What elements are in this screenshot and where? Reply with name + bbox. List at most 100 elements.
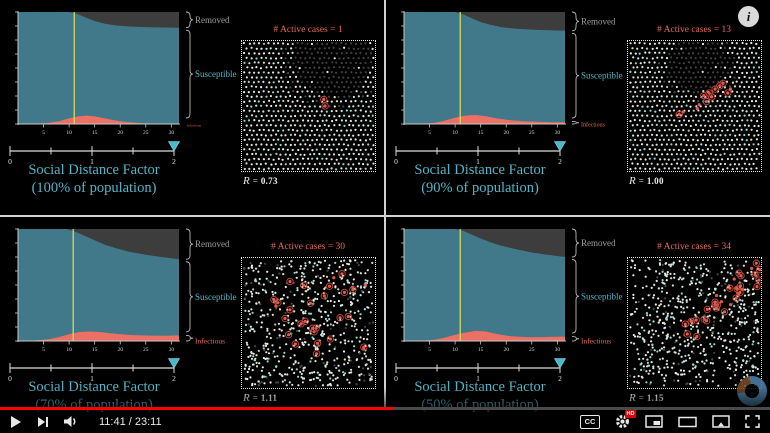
brace-label-susceptible: Susceptible [581,291,623,301]
r-value: 1.00 [646,176,664,186]
population-scatter-box [627,40,762,172]
x-axis-tick: 5 [428,130,431,136]
video-progress-bar[interactable] [0,407,770,410]
brace-label-removed: Removed [581,238,616,248]
social-distance-slider[interactable]: 0 1 2 [8,356,190,385]
play-on-tv-icon [712,415,730,428]
brace-label-infectious: Infectious [581,337,611,346]
population-dots [628,41,761,171]
x-axis-tick: 15 [478,130,484,136]
brace-label-removed: Removed [195,15,230,25]
miniplayer-icon [645,415,663,428]
x-axis-tick: 25 [529,130,535,136]
controls-gradient [0,387,770,433]
social-distance-slider[interactable]: 0 1 2 [394,139,576,168]
r-value: 0.73 [260,176,278,186]
slider-tick-label: 0 [394,374,398,383]
fullscreen-icon [745,415,760,428]
slider-tick-label: 2 [172,374,176,383]
slider-handle[interactable] [167,358,181,369]
x-axis-tick: 20 [503,347,509,353]
active-cases-label: # Active cases = 1 [273,25,343,35]
gear-icon [616,415,629,428]
slider-tick-label: 1 [90,374,94,383]
social-distance-slider[interactable]: 0 1 2 [8,139,190,168]
video-info-button[interactable]: i [738,6,759,27]
time-display: 11:41 / 23:11 [99,415,162,428]
social-distance-slider[interactable]: 0 1 2 [394,356,576,385]
theater-icon [678,416,697,427]
population-dots [243,259,374,387]
controls-right: CC HD [580,410,760,429]
x-axis-tick: 15 [92,347,98,353]
x-axis-tick: 20 [117,130,123,136]
quadrant-divider-vertical [384,0,386,410]
x-axis-tick: 15 [478,347,484,353]
population-scatter-box [241,257,376,389]
sir-area-chart: 5 10 15 20 25 30 Removed Susceptible Infectious [15,11,237,136]
brace-label-removed: Removed [581,16,616,26]
slider-tick-label: 1 [90,157,94,166]
miniplayer-button[interactable] [645,415,663,428]
brace-label-susceptible: Susceptible [195,292,237,302]
slider-tick-label: 1 [476,374,480,383]
r-value-line: R = 0.73 [243,175,278,187]
x-axis-tick: 30 [169,347,175,353]
r-symbol: R [243,175,250,187]
population-dots [242,41,375,171]
x-axis-tick: 20 [503,130,509,136]
r-equals: = [252,176,258,186]
slider-tick-label: 2 [558,157,562,166]
sir-area-chart: 5 10 15 20 25 30 Removed Susceptible Infectious [401,11,623,136]
x-axis-tick: 25 [143,347,149,353]
hd-quality-badge: HD [625,410,636,418]
progress-played [0,407,393,410]
slider-handle[interactable] [167,141,181,152]
sir-area-chart: 5 10 15 20 25 30 Removed Susceptible Infectious [15,228,237,353]
brace-label-susceptible: Susceptible [581,71,623,81]
brace-label-susceptible: Susceptible [195,69,237,79]
cc-icon: CC [584,417,596,426]
active-cases-label: # Active cases = 13 [657,25,731,35]
x-axis-tick: 30 [169,130,175,136]
theater-mode-button[interactable] [678,416,697,428]
active-cases-label: # Active cases = 30 [271,242,345,252]
x-axis-tick: 5 [42,130,45,136]
brace-label-infectious: Infectious [581,122,606,129]
brace-label-removed: Removed [195,239,230,249]
play-on-tv-button[interactable] [712,415,730,428]
volume-icon [64,416,76,427]
slider-tick-label: 0 [394,157,398,166]
subtitles-button[interactable]: CC [580,414,600,429]
simulation-quadrant: 5 10 15 20 25 30 Removed Susceptible Infectious … [0,0,384,215]
population-scatter-box [627,257,762,389]
population-scatter-box [241,40,376,172]
settings-button[interactable]: HD [615,410,636,429]
r-symbol: R [629,175,636,187]
x-axis-tick: 5 [42,347,45,353]
slider-title: Social Distance Factor [28,162,160,178]
active-cases-label: # Active cases = 34 [657,242,731,252]
x-axis-tick: 30 [555,130,561,136]
controls-left: 11:41 / 23:11 [10,415,162,429]
brace-label-infectious: Infectious [195,337,225,346]
slider-handle[interactable] [553,358,567,369]
brace-label-infectious: Infectious [187,124,202,128]
play-button[interactable] [10,415,22,429]
x-axis-tick: 5 [428,347,431,353]
x-axis-tick: 20 [117,347,123,353]
r-value-line: R = 1.00 [629,175,664,187]
volume-button[interactable] [64,415,80,428]
next-icon [38,416,48,427]
slider-subtitle: (100% of population) [31,180,157,196]
slider-tick-label: 1 [476,157,480,166]
x-axis-tick: 10 [452,347,458,353]
population-dots [629,259,761,387]
fullscreen-button[interactable] [745,415,760,428]
next-button[interactable] [37,416,49,428]
x-axis-tick: 15 [92,130,98,136]
slider-handle[interactable] [553,141,567,152]
quadrant-divider-horizontal [0,215,770,217]
player-controls: 11:41 / 23:11 CC HD [0,410,770,433]
